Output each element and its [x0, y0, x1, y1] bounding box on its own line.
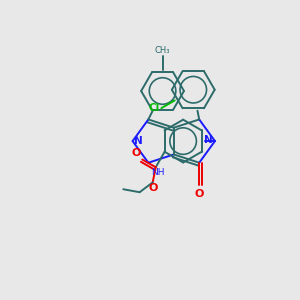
Text: CH₃: CH₃ [155, 46, 170, 55]
Text: NH: NH [151, 168, 164, 177]
Text: O: O [194, 189, 204, 199]
Text: N: N [134, 136, 143, 146]
Text: Cl: Cl [148, 103, 160, 113]
Text: N: N [204, 135, 213, 145]
Text: O: O [132, 148, 141, 158]
Text: O: O [148, 183, 158, 193]
